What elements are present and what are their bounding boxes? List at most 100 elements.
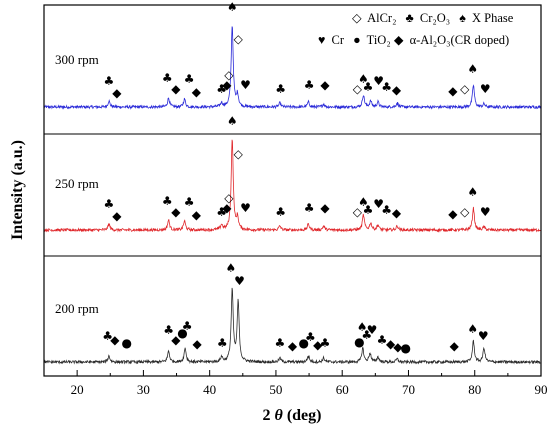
peak-marker: ◆ <box>288 339 298 353</box>
legend-label-xphase: X Phase <box>472 11 514 25</box>
peak-marker: ♣ <box>377 333 388 347</box>
peak-marker: ♣ <box>320 336 331 350</box>
peak-marker: ◆ <box>313 338 323 352</box>
peak-marker: ♠ <box>467 62 478 76</box>
peak-marker: ♣ <box>102 329 113 343</box>
peak-marker: ◆ <box>192 85 202 99</box>
peak-marker: ◆ <box>112 209 122 223</box>
peak-marker: ♠ <box>358 195 369 209</box>
peak-marker: ● <box>299 336 309 350</box>
x-tick-label: 20 <box>71 382 84 397</box>
x-tick-label: 70 <box>402 382 415 397</box>
peak-marker: ♣ <box>182 319 193 333</box>
peak-marker: ◇ <box>224 68 234 82</box>
peak-marker: ◇ <box>234 32 244 46</box>
x-tick-label: 60 <box>336 382 349 397</box>
legend-symbol-cr2o3: ♣ <box>406 11 414 25</box>
spectrum-line-200-rpm <box>43 287 541 365</box>
peak-marker: ♣ <box>217 336 228 350</box>
peak-marker: ◆ <box>112 86 122 100</box>
x-tick-label: 80 <box>468 382 481 397</box>
peak-marker: ◇ <box>234 147 244 161</box>
peak-marker: ♥ <box>373 74 384 88</box>
peak-marker: ♣ <box>104 74 115 88</box>
peak-marker: ♣ <box>184 195 195 209</box>
peak-marker: ♠ <box>467 185 478 199</box>
legend-symbol-al2o3: ◆ <box>394 33 404 47</box>
legend-label-cr2o3: Cr₂O₃ <box>420 11 450 25</box>
peak-marker: ♣ <box>363 203 374 217</box>
x-axis-label-unit: (deg) <box>283 407 322 424</box>
peak-marker: ● <box>122 336 132 350</box>
peak-marker: ♣ <box>361 328 372 342</box>
peak-marker: ● <box>354 335 364 349</box>
peak-markers-group: ♣◆♣◆♣◆ ♣◆◇♠◇♥ ♣ ♣ ◆ ◇♠♣ ♥♣ ◆ ◆ ◇♠♥♣◆♣◆♣◆ ♣◆◇♠◇♥ ♣ ♣ ◆… <box>102 0 490 355</box>
panel-label-200rpm: 200 rpm <box>55 301 99 316</box>
peak-marker: ♥ <box>240 201 251 215</box>
peak-marker: ♥ <box>234 274 245 288</box>
peak-marker: ♥ <box>240 78 251 92</box>
spectra-group <box>43 26 541 365</box>
peak-marker: ♣ <box>304 201 315 215</box>
peak-marker: ♠ <box>467 322 478 336</box>
peak-marker: ◆ <box>448 84 458 98</box>
legend: ◇ AlCr₂ ♣ Cr₂O₃ ♠ X Phase ♥ Cr ● TiO₂ ◆ … <box>318 11 514 47</box>
peak-marker: ♠ <box>227 0 238 14</box>
peak-marker: ♠ <box>226 261 237 275</box>
peak-marker: ◇ <box>224 191 234 205</box>
peak-marker: ♥ <box>367 323 378 337</box>
peak-marker: ◆ <box>320 201 330 215</box>
peak-marker: ♥ <box>480 82 491 96</box>
peak-marker: ◆ <box>192 337 202 351</box>
peak-marker: ♣ <box>381 80 392 94</box>
peak-marker: ◇ <box>460 205 470 219</box>
x-axis-label-prefix: 2 <box>263 407 275 424</box>
legend-symbol-xphase: ♠ <box>459 11 466 25</box>
peak-marker: ♣ <box>216 82 227 96</box>
legend-row-1: ◇ AlCr₂ ♣ Cr₂O₃ ♠ X Phase <box>352 11 514 25</box>
legend-row-2: ♥ Cr ● TiO₂ ◆ α-Al₂O₃(CR doped) <box>318 33 509 47</box>
x-axis-label: 2 θ (deg) <box>263 407 322 424</box>
x-axis-label-theta: θ <box>275 407 284 424</box>
peak-marker: ♥ <box>478 329 489 343</box>
y-axis-label: Intensity (a.u.) <box>9 140 26 240</box>
peak-marker: ◆ <box>386 337 396 351</box>
spectrum-line-250-rpm <box>43 139 541 233</box>
x-tick-label: 50 <box>269 382 282 397</box>
peak-marker: ◆ <box>392 206 402 220</box>
peak-marker: ♥ <box>480 205 491 219</box>
peak-marker: ♣ <box>216 205 227 219</box>
legend-symbol-tio2: ● <box>353 33 361 47</box>
peak-marker: ◆ <box>222 78 232 92</box>
peak-marker: ◇ <box>353 205 363 219</box>
peak-marker: ◆ <box>450 339 460 353</box>
peak-marker: ♣ <box>163 323 174 337</box>
peak-marker: ♣ <box>184 72 195 86</box>
peak-marker: ♣ <box>381 203 392 217</box>
peak-marker: ♣ <box>162 71 173 85</box>
x-tick-label: 40 <box>203 382 216 397</box>
panel-label-300rpm: 300 rpm <box>55 52 99 67</box>
peak-marker: ◆ <box>171 333 181 347</box>
peak-marker: ● <box>401 341 411 355</box>
peak-marker: ♣ <box>162 194 173 208</box>
peak-marker: ♣ <box>363 80 374 94</box>
peak-marker: ◆ <box>320 78 330 92</box>
legend-label-alcr2: AlCr₂ <box>367 11 396 25</box>
peak-marker: ♣ <box>104 197 115 211</box>
peak-marker: ♠ <box>227 114 238 128</box>
peak-marker: ◆ <box>171 82 181 96</box>
peak-marker: ♣ <box>275 336 286 350</box>
peak-marker: ♣ <box>275 82 286 96</box>
x-tick-label: 90 <box>535 382 548 397</box>
peak-marker: ◆ <box>192 208 202 222</box>
peak-marker: ● <box>177 326 187 340</box>
peak-marker: ◆ <box>448 207 458 221</box>
peak-marker: ◆ <box>110 333 120 347</box>
peak-marker: ◆ <box>222 201 232 215</box>
peak-marker: ♣ <box>275 205 286 219</box>
legend-label-tio2: TiO₂ <box>367 33 391 47</box>
peak-marker: ◇ <box>353 82 363 96</box>
peak-marker: ♥ <box>373 197 384 211</box>
peak-marker: ♠ <box>358 72 369 86</box>
